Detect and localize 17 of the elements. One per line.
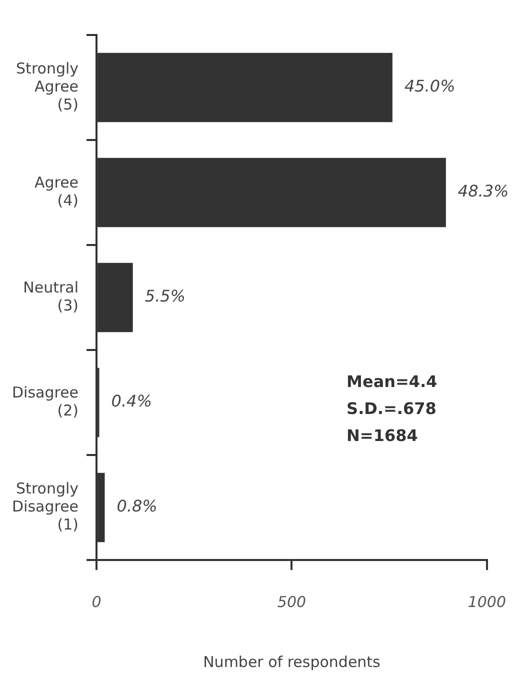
y-tick-label: Disagree (2) xyxy=(12,383,79,420)
annotation: N=1684 xyxy=(346,426,418,446)
x-axis-title: Number of respondents xyxy=(203,652,381,671)
x-tick-label: 1000 xyxy=(468,592,506,611)
y-tick-label: Strongly Agree (5) xyxy=(16,59,79,114)
y-tick-label: Neutral (3) xyxy=(23,278,79,314)
x-tick-label: 500 xyxy=(277,592,306,611)
annotation: 45.0% xyxy=(404,76,456,96)
x-tick-label: 0 xyxy=(92,592,102,611)
y-tick-label: Strongly Disagree (1) xyxy=(12,479,79,534)
annotation: 5.5% xyxy=(144,286,186,306)
annotation: 48.3% xyxy=(458,182,509,201)
annotation: 0.4% xyxy=(111,392,152,411)
y-tick-label: Agree (4) xyxy=(34,173,79,210)
annotation: Mean=4.4 xyxy=(346,372,438,392)
annotation: 0.8% xyxy=(116,496,158,516)
annotation: S.D.=.678 xyxy=(346,399,436,418)
